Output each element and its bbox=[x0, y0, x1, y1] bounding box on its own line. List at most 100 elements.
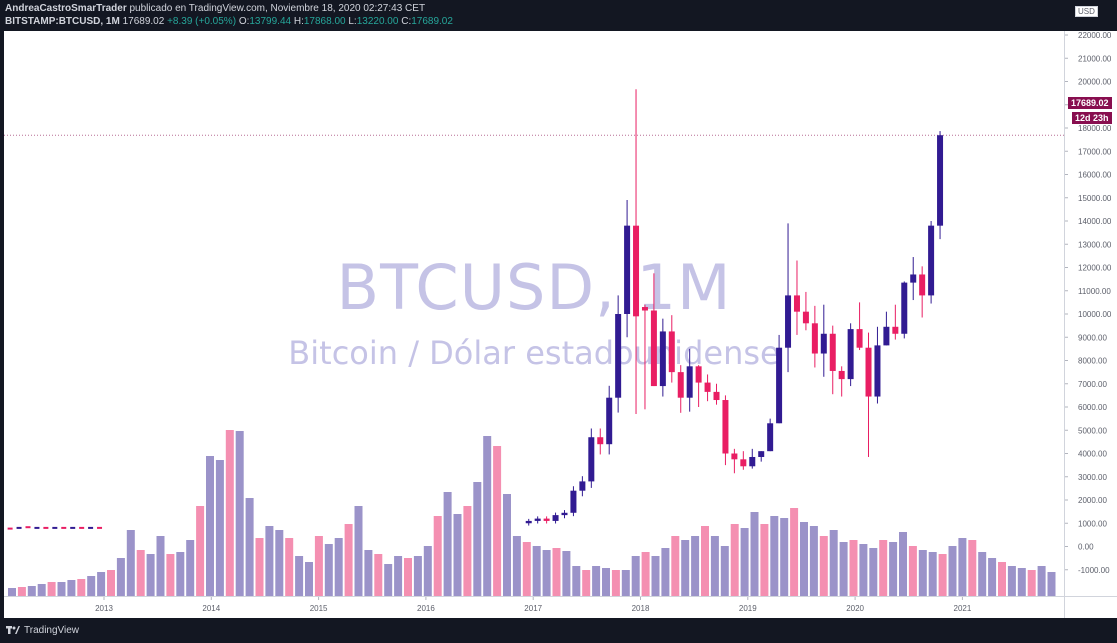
candle-flat bbox=[7, 527, 13, 530]
volume-bar bbox=[879, 540, 888, 596]
author-name[interactable]: AndreaCastroSmarTrader bbox=[5, 3, 127, 14]
price-tick-label: 11000.00 bbox=[1078, 287, 1111, 296]
candle-body bbox=[606, 397, 613, 445]
candle-body bbox=[758, 451, 765, 457]
time-tick-label: 2017 bbox=[524, 604, 542, 613]
candle-body bbox=[874, 345, 881, 397]
volume-bar bbox=[364, 550, 373, 596]
volume-bar bbox=[285, 538, 294, 596]
time-axis[interactable]: 2013 2014 2015 2016 2017 2018 2019 2020 2021 bbox=[4, 596, 1064, 619]
price-axis[interactable]: -1000.00 0.00 1000.00 2000.00 3000.00 4000.00… bbox=[1064, 31, 1117, 596]
candle-body bbox=[820, 333, 827, 354]
candle-body bbox=[802, 311, 809, 324]
volume-bar bbox=[918, 550, 927, 596]
volume-bar bbox=[572, 566, 581, 596]
volume-bar bbox=[57, 582, 66, 596]
price-tick-label: 7000.00 bbox=[1078, 380, 1107, 389]
volume-bar bbox=[27, 586, 36, 596]
change-value: +8.39 (+0.05%) bbox=[167, 16, 237, 27]
price-tick-label: 1000.00 bbox=[1078, 519, 1107, 528]
volume-bar bbox=[621, 570, 630, 596]
candle-flat bbox=[61, 526, 67, 529]
volume-bar bbox=[582, 570, 591, 596]
volume-bar bbox=[295, 556, 304, 596]
chart-pane[interactable]: BTCUSD, 1M Bitcoin / Dólar estadounidens… bbox=[4, 31, 1064, 596]
volume-bar bbox=[77, 579, 86, 596]
volume-bar bbox=[176, 552, 185, 596]
candle-body bbox=[686, 366, 693, 398]
volume-bar bbox=[602, 568, 610, 596]
volume-bar bbox=[206, 456, 214, 596]
volume-bar bbox=[413, 556, 422, 596]
publish-date: publicado en TradingView.com, Noviembre … bbox=[129, 3, 426, 14]
volume-bar bbox=[819, 536, 828, 596]
volume-bar bbox=[809, 526, 818, 596]
volume-bar bbox=[136, 550, 145, 596]
volume-bar bbox=[384, 564, 393, 596]
candle-body bbox=[776, 347, 783, 424]
axis-corner bbox=[1064, 596, 1117, 619]
close-value: 17689.02 bbox=[411, 16, 453, 27]
volume-bar bbox=[324, 544, 333, 596]
time-tick-label: 2021 bbox=[954, 604, 972, 613]
volume-bar bbox=[562, 551, 571, 596]
candle-body bbox=[937, 135, 944, 226]
volume-bar bbox=[651, 556, 660, 596]
candlestick-plot[interactable] bbox=[4, 31, 1064, 596]
candle-body bbox=[713, 391, 720, 401]
volume-bar bbox=[493, 446, 502, 596]
time-tick-label: 2015 bbox=[310, 604, 328, 613]
volume-bar bbox=[423, 546, 432, 596]
candle-body bbox=[829, 333, 836, 371]
candle-body bbox=[856, 329, 863, 348]
volume-bar bbox=[87, 576, 96, 596]
volume-bar bbox=[305, 562, 313, 596]
candle-body bbox=[919, 274, 926, 296]
candle-body bbox=[928, 225, 935, 296]
last-price-tag: 17689.02 bbox=[1068, 97, 1112, 109]
volume-bar bbox=[938, 554, 947, 596]
candle-body bbox=[847, 329, 854, 380]
volume-bar bbox=[245, 498, 254, 596]
volume-bar bbox=[681, 540, 690, 596]
volume-bar bbox=[908, 546, 917, 596]
price-tick-label: 17000.00 bbox=[1078, 147, 1112, 156]
volume-bar bbox=[47, 582, 56, 596]
volume-bar bbox=[1037, 566, 1046, 596]
price-tick-label: 2000.00 bbox=[1078, 496, 1107, 505]
volume-bar bbox=[97, 572, 106, 596]
time-tick-label: 2014 bbox=[202, 604, 220, 613]
volume-bar bbox=[166, 554, 175, 596]
price-tick-label: 18000.00 bbox=[1078, 124, 1112, 133]
symbol-label[interactable]: BITSTAMP:BTCUSD, 1M bbox=[5, 16, 120, 27]
countdown-tag: 12d 23h bbox=[1072, 112, 1112, 124]
candle-body bbox=[722, 400, 729, 454]
volume-bar bbox=[998, 562, 1006, 596]
price-tick-label: 3000.00 bbox=[1078, 473, 1107, 482]
volume-bar bbox=[1017, 568, 1026, 596]
price-tick-label: 16000.00 bbox=[1078, 171, 1112, 180]
price-tick-label: 15000.00 bbox=[1078, 194, 1112, 203]
ohlc-legend: BITSTAMP:BTCUSD, 1M 17689.02 +8.39 (+0.0… bbox=[5, 16, 453, 27]
volume-bar bbox=[958, 538, 967, 596]
volume-bar bbox=[691, 536, 700, 596]
price-tick-label: 4000.00 bbox=[1078, 450, 1107, 459]
volume-bar bbox=[1007, 566, 1016, 596]
open-label: O: bbox=[238, 16, 250, 27]
volume-bar bbox=[473, 482, 482, 596]
open-value: 13799.44 bbox=[249, 16, 292, 27]
price-tick-label: 13000.00 bbox=[1078, 240, 1112, 249]
currency-label[interactable]: USD bbox=[1075, 6, 1098, 17]
candle-flat bbox=[52, 526, 58, 529]
volume-bar bbox=[265, 526, 274, 596]
price-tick-label: 22000.00 bbox=[1078, 31, 1112, 40]
candle-body bbox=[785, 295, 792, 348]
volume-bar bbox=[641, 552, 650, 596]
volume-bar bbox=[780, 518, 789, 596]
candle-body bbox=[793, 295, 800, 312]
tradingview-logo[interactable]: TradingView bbox=[6, 624, 79, 636]
volume-bar bbox=[374, 554, 383, 596]
volume-bar bbox=[107, 570, 115, 596]
volume-bar bbox=[126, 530, 135, 596]
tradingview-logo-icon bbox=[6, 626, 20, 634]
